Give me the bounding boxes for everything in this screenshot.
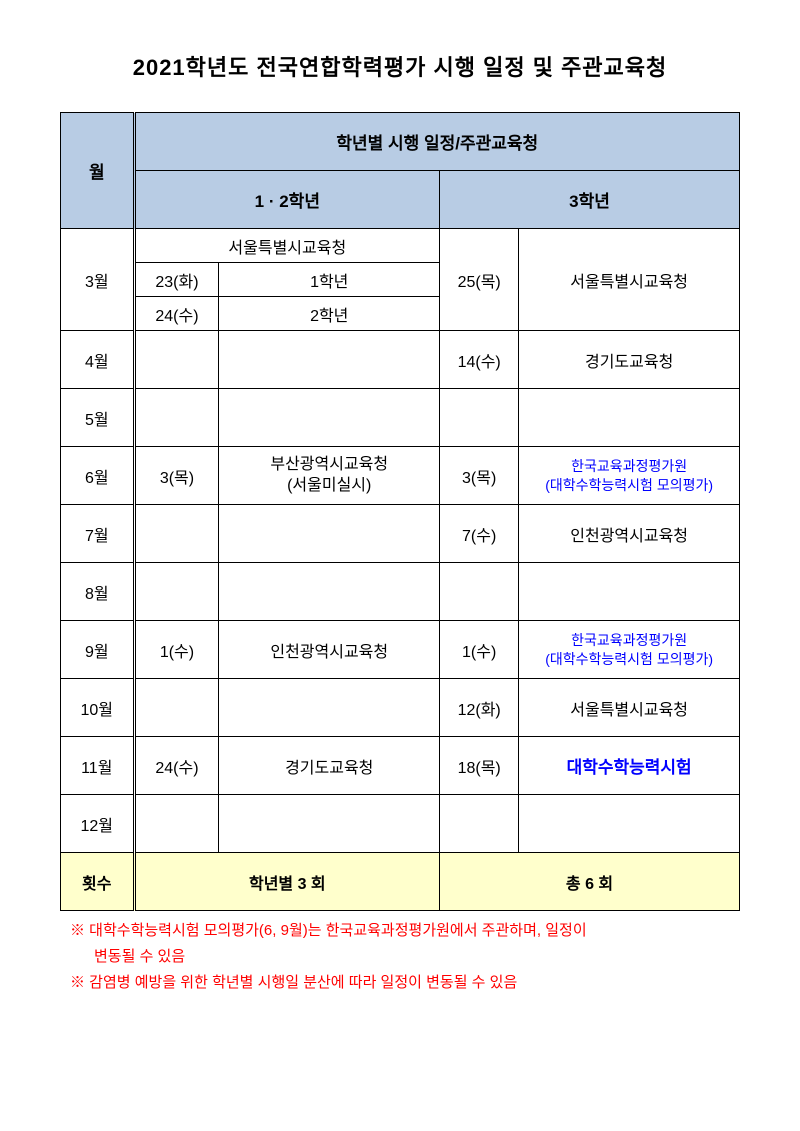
summary-g3: 총 6 회 [440, 853, 740, 911]
jul-g12-org [219, 505, 440, 563]
month-aug: 8월 [61, 563, 135, 621]
sep-g3-org-l1: 한국교육과정평가원 [571, 632, 687, 648]
sep-g3-date: 1(수) [440, 621, 519, 679]
may-g12-date [134, 389, 219, 447]
dec-g3-org [519, 795, 740, 853]
jun-g3-date: 3(목) [440, 447, 519, 505]
aug-g12-date [134, 563, 219, 621]
sep-g3-org-l2: (대학수학능력시험 모의평가) [545, 651, 713, 667]
jun-g12-org-l2: (서울미실시) [287, 477, 371, 494]
sep-g12-org: 인천광역시교육청 [219, 621, 440, 679]
oct-g12-date [134, 679, 219, 737]
mar-g12-g1: 1학년 [219, 263, 440, 297]
jun-g12-org-l1: 부산광역시교육청 [270, 456, 388, 473]
nov-g12-date: 24(수) [134, 737, 219, 795]
header-schedule: 학년별 시행 일정/주관교육청 [134, 113, 739, 171]
header-month: 월 [61, 113, 135, 229]
apr-g12-org [219, 331, 440, 389]
oct-g12-org [219, 679, 440, 737]
oct-g3-org: 서울특별시교육청 [519, 679, 740, 737]
aug-g3-org [519, 563, 740, 621]
dec-g12-org [219, 795, 440, 853]
schedule-table: 월 학년별 시행 일정/주관교육청 1 · 2학년 3학년 3월 서울특별시교육… [60, 112, 740, 911]
summary-label: 횟수 [61, 853, 135, 911]
month-jul: 7월 [61, 505, 135, 563]
page-title: 2021학년도 전국연합학력평가 시행 일정 및 주관교육청 [60, 50, 740, 82]
jun-g12-org: 부산광역시교육청 (서울미실시) [219, 447, 440, 505]
aug-g12-org [219, 563, 440, 621]
note-2: ※ 감염병 예방을 위한 학년별 시행일 분산에 따라 일정이 변동될 수 있음 [70, 971, 740, 995]
mar-g3-org: 서울특별시교육청 [519, 229, 740, 331]
notes-block: ※ 대학수학능력시험 모의평가(6, 9월)는 한국교육과정평가원에서 주관하며… [60, 919, 740, 995]
aug-g3-date [440, 563, 519, 621]
note-1b: 변동될 수 있음 [70, 945, 740, 969]
mar-g12-g2: 2학년 [219, 297, 440, 331]
may-g3-date [440, 389, 519, 447]
mar-g12-d1: 23(화) [134, 263, 219, 297]
jul-g12-date [134, 505, 219, 563]
sep-g12-date: 1(수) [134, 621, 219, 679]
month-mar: 3월 [61, 229, 135, 331]
mar-g12-d2: 24(수) [134, 297, 219, 331]
month-nov: 11월 [61, 737, 135, 795]
nov-g3-org: 대학수학능력시험 [519, 737, 740, 795]
jun-g3-org-l1: 한국교육과정평가원 [571, 458, 687, 474]
nov-g3-date: 18(목) [440, 737, 519, 795]
jun-g3-org: 한국교육과정평가원 (대학수학능력시험 모의평가) [519, 447, 740, 505]
month-apr: 4월 [61, 331, 135, 389]
jun-g12-date: 3(목) [134, 447, 219, 505]
apr-g3-date: 14(수) [440, 331, 519, 389]
apr-g3-org: 경기도교육청 [519, 331, 740, 389]
month-may: 5월 [61, 389, 135, 447]
month-dec: 12월 [61, 795, 135, 853]
jun-g3-org-l2: (대학수학능력시험 모의평가) [545, 477, 713, 493]
note-1a: ※ 대학수학능력시험 모의평가(6, 9월)는 한국교육과정평가원에서 주관하며… [70, 919, 740, 943]
oct-g3-date: 12(화) [440, 679, 519, 737]
jul-g3-org: 인천광역시교육청 [519, 505, 740, 563]
dec-g12-date [134, 795, 219, 853]
nov-g12-org: 경기도교육청 [219, 737, 440, 795]
header-grade3: 3학년 [440, 171, 740, 229]
jul-g3-date: 7(수) [440, 505, 519, 563]
header-grade12: 1 · 2학년 [134, 171, 440, 229]
summary-g12: 학년별 3 회 [134, 853, 440, 911]
may-g3-org [519, 389, 740, 447]
month-jun: 6월 [61, 447, 135, 505]
mar-g12-header: 서울특별시교육청 [134, 229, 440, 263]
may-g12-org [219, 389, 440, 447]
mar-g3-date: 25(목) [440, 229, 519, 331]
sep-g3-org: 한국교육과정평가원 (대학수학능력시험 모의평가) [519, 621, 740, 679]
apr-g12-date [134, 331, 219, 389]
month-oct: 10월 [61, 679, 135, 737]
month-sep: 9월 [61, 621, 135, 679]
dec-g3-date [440, 795, 519, 853]
